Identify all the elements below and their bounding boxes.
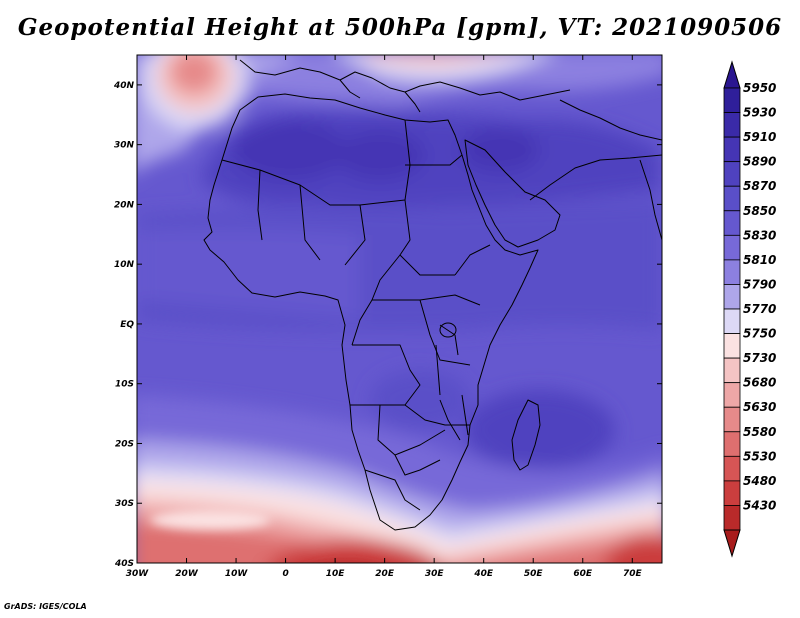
colorbar-swatch [723, 259, 741, 285]
colorbar-label: 5930 [743, 106, 776, 120]
colorbar-bottom-arrow [723, 529, 741, 558]
lat-tick-label: 20S [115, 439, 134, 449]
lon-tick-label: 20E [375, 569, 395, 579]
lon-tick-label: 0 [282, 569, 288, 579]
lon-tick-label: 10E [326, 569, 346, 579]
grads-credit: GrADS: IGES/COLA [4, 602, 87, 611]
lat-tick-label: EQ [120, 320, 134, 330]
lat-tick-label: 10S [115, 380, 134, 390]
colorbar-swatch [723, 505, 741, 531]
colorbar-label: 5430 [743, 498, 776, 512]
colorbar-swatch [723, 87, 741, 113]
lon-tick-label: 40E [473, 569, 494, 579]
colorbar-label: 5530 [743, 449, 776, 463]
lon-tick-label: 30E [425, 569, 445, 579]
colorbar-swatch [723, 210, 741, 236]
lat-tick-label: 10N [114, 260, 135, 270]
height-field [137, 55, 662, 563]
map-title: Geopotential Height at 500hPa [gpm], VT:… [17, 14, 783, 41]
longitude-axis: 30W 20W 10W 0 10E 20E 30E 40E 50E 60E 70E [126, 55, 643, 579]
colorbar-label: 5850 [743, 204, 776, 218]
lon-tick-label: 70E [623, 569, 643, 579]
map-frame [136, 54, 663, 564]
colorbar-swatch [723, 406, 741, 433]
colorbar-label: 5870 [743, 179, 776, 193]
colorbar-top-arrow [723, 60, 741, 89]
colorbar-swatch [723, 136, 741, 163]
colorbar-swatch [723, 284, 741, 310]
colorbar-swatch [723, 234, 741, 261]
colorbar-label: 5810 [743, 253, 776, 267]
colorbar-label: 5580 [743, 425, 776, 439]
colorbar-label: 5630 [743, 400, 776, 414]
colorbar-swatch [723, 185, 741, 212]
coastlines [203, 59, 662, 531]
lat-tick-label: 20N [114, 200, 135, 210]
lon-tick-label: 10W [225, 569, 249, 579]
colorbar-swatch [723, 112, 741, 138]
lon-tick-label: 30W [126, 569, 150, 579]
colorbar: 5950 5930 5910 5890 5870 5850 5830 5810 5790 5770… [723, 60, 776, 558]
latitude-axis: 40N 30N 20N 10N EQ 10S 20S 30S 40S [113, 81, 662, 569]
lat-tick-label: 30S [115, 499, 134, 509]
colorbar-label: 5770 [743, 302, 776, 316]
colorbar-label: 5730 [743, 351, 776, 365]
colorbar-label: 5910 [743, 130, 776, 144]
lat-tick-label: 30N [114, 141, 135, 151]
colorbar-label: 5950 [743, 81, 776, 95]
colorbar-swatch [723, 161, 741, 187]
lon-tick-label: 50E [524, 569, 544, 579]
colorbar-label: 5480 [743, 474, 776, 488]
colorbar-swatch [723, 431, 741, 457]
lon-tick-label: 60E [573, 569, 593, 579]
colorbar-label: 5830 [743, 228, 776, 242]
lon-tick-label: 20W [175, 569, 199, 579]
colorbar-label: 5890 [743, 155, 776, 169]
colorbar-label: 5680 [743, 376, 776, 390]
colorbar-swatch [723, 308, 741, 334]
colorbar-swatch [723, 455, 741, 482]
lat-tick-label: 40N [113, 81, 135, 91]
colorbar-label: 5790 [743, 277, 776, 291]
colorbar-swatch [723, 480, 741, 506]
colorbar-swatch [723, 382, 741, 408]
lat-tick-label: 40S [114, 559, 134, 569]
colorbar-swatch [723, 333, 741, 359]
colorbar-swatch [723, 357, 741, 384]
colorbar-label: 5750 [743, 327, 776, 341]
